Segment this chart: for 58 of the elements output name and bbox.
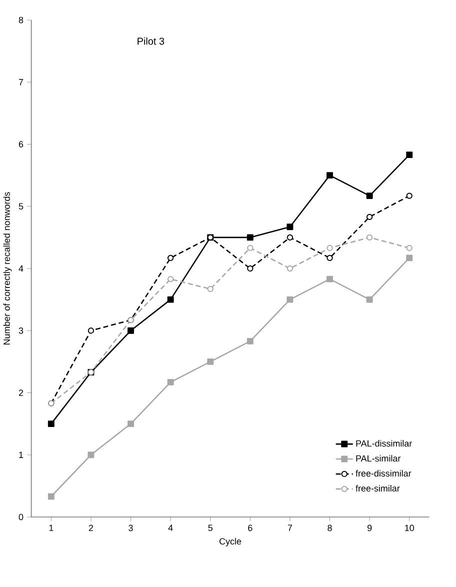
x-tick-label: 1 [49,524,54,531]
y-axis-title: Number of correctly recalled nonwords [3,192,12,345]
point [286,224,294,230]
x-axis-title: Cycle [219,538,242,546]
point [207,286,214,292]
point [167,296,174,303]
y-tick-label: 1 [19,452,23,458]
point [406,244,412,252]
legend-label: PAL-dissimilar [356,440,412,447]
point [326,172,333,179]
legend-label: free-similar [356,484,400,492]
point [326,254,333,262]
point [406,254,413,262]
point [207,358,214,365]
point [167,276,174,282]
text: Pilot 3 [138,37,164,45]
y-tick-label: 3 [18,327,24,334]
y-tick-label: 6 [18,141,24,148]
x-tick-label: 7 [288,524,292,531]
point [326,276,333,282]
point [88,452,94,458]
legend-label: PAL-similar [356,455,400,462]
x-tick-label: 3 [128,524,133,532]
point [88,328,94,334]
y-tick-label: 7 [18,79,23,86]
point [167,254,174,262]
x-tick-label: 8 [328,524,332,532]
x-tick-label: 2 [88,524,93,532]
point [406,152,413,158]
point [286,234,293,241]
point [48,493,54,500]
point [127,420,134,428]
point [246,338,254,344]
point [246,234,254,241]
y-tick-label: 8 [18,16,24,24]
point [406,192,412,199]
x-tick-label: 6 [248,524,252,532]
y-tick-label: 2 [18,390,23,396]
point [366,234,373,241]
x-tick-label: 9 [367,524,372,532]
x-tick-label: 10 [404,524,414,532]
point [366,192,373,200]
point [286,296,294,303]
point [247,244,254,252]
point [326,244,333,252]
x-tick-label: 5 [208,524,212,532]
y-tick-label: 0 [18,514,24,520]
legend-label: free-dissimilar [356,470,412,477]
point [366,296,373,303]
y-tick-label: 4 [18,265,24,272]
point [286,265,293,272]
point [127,327,134,334]
point [366,214,373,220]
point [247,265,254,272]
point [48,420,54,428]
point [167,378,174,386]
y-tick-label: 5 [18,203,24,210]
x-tick-label: 4 [168,524,173,531]
